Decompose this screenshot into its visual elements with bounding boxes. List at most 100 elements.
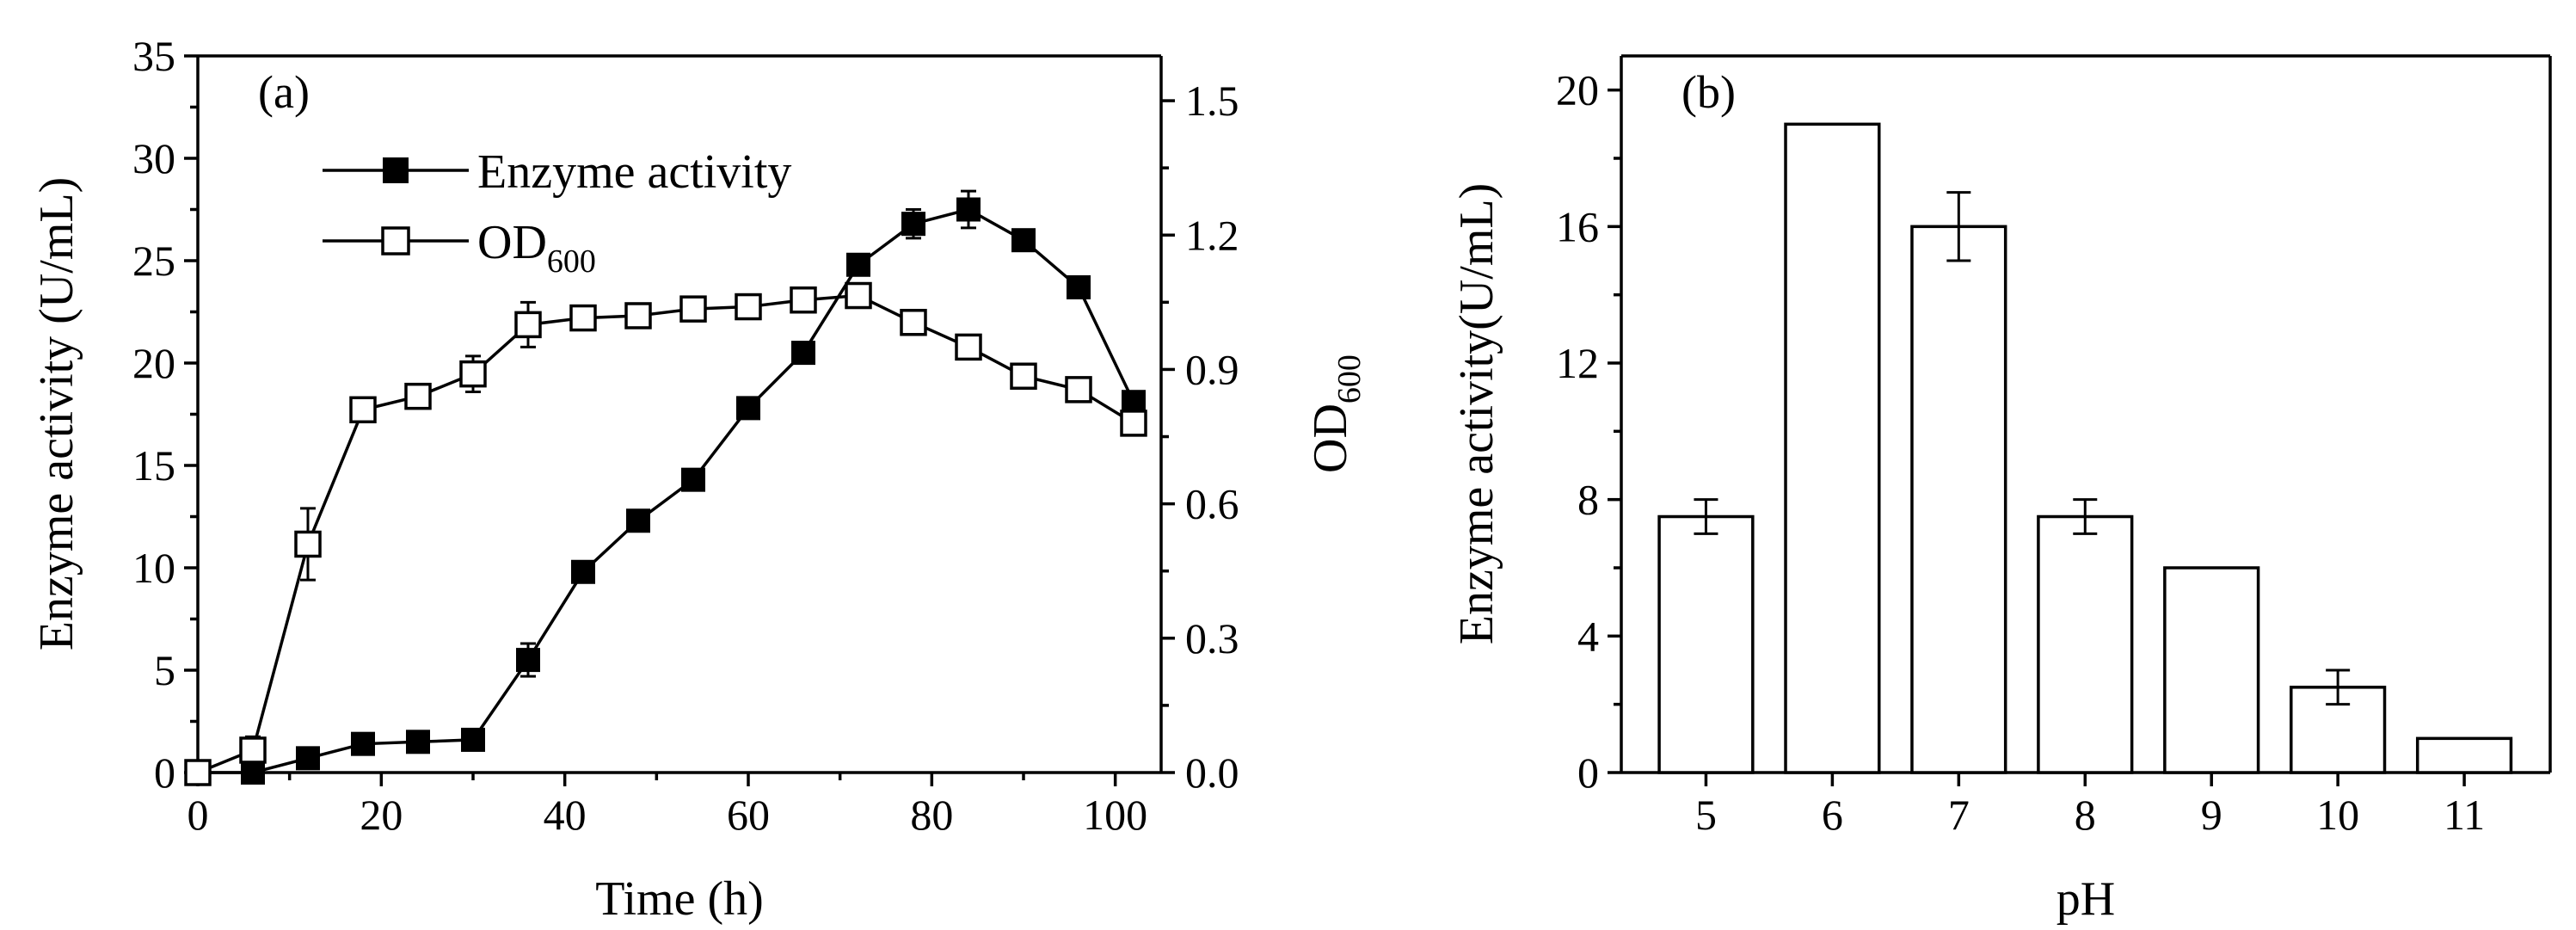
b-y-tick-label-4: 16 [1556, 202, 1599, 250]
series-od-point-8 [624, 302, 652, 330]
legend-od-label: OD600 [477, 216, 596, 280]
b-x-tick-label-8: 8 [2075, 791, 2096, 839]
legend-enzyme-marker [383, 157, 409, 183]
series-enzyme-point-4 [406, 730, 430, 754]
b-y-tick-label-2: 8 [1577, 476, 1599, 524]
a-x-axis-title: Time (h) [595, 872, 764, 926]
legend-od-marker [381, 226, 410, 256]
a-y-tick-label-1: 5 [154, 646, 175, 694]
series-od-point-7 [569, 304, 597, 332]
series-od-point-6 [514, 311, 542, 339]
a-y-tick-label-6: 30 [132, 134, 175, 182]
a-y2-tick-label-4: 1.2 [1185, 211, 1239, 259]
b-y-tick-label-5: 20 [1556, 66, 1599, 114]
series-enzyme-point-12 [846, 252, 870, 277]
a-panel-label: (a) [258, 66, 310, 118]
a-y-tick-label-5: 25 [132, 237, 175, 285]
a-y-tick-label-3: 15 [132, 441, 175, 490]
series-od-point-9 [679, 295, 707, 323]
b-y-ticks: 0 4 8 12 16 20 [1556, 66, 1621, 797]
series-enzyme-point-3 [351, 731, 375, 756]
b-panel-label: (b) [1681, 66, 1736, 118]
a-y2-tick-label-5: 1.5 [1185, 77, 1239, 125]
a-y2-axis-title-sub: 600 [1331, 354, 1368, 403]
b-bars-group [1657, 122, 2513, 774]
a-x-tick-label-1: 20 [360, 791, 403, 839]
panel-b-bar-chart: 5 6 7 8 9 10 11 0 4 8 12 16 20 (b) pH Enzyme activi… [1450, 54, 2552, 926]
series-enzyme-point-7 [571, 559, 595, 584]
a-y-ticks: 0 5 10 15 20 25 30 35 [132, 32, 198, 797]
b-x-ticks: 5 6 7 8 9 10 11 [1695, 773, 2485, 839]
series-enzyme-point-6 [516, 648, 540, 673]
series-od-point-13 [900, 309, 927, 336]
legend-enzyme-label: Enzyme activity [477, 145, 791, 199]
a-y2-axis-title: OD600 [1304, 354, 1368, 473]
b-x-tick-label-9: 9 [2201, 791, 2222, 839]
series-od-point-3 [349, 396, 377, 424]
panel-a-line-chart: 0 20 40 60 80 100 0 5 10 15 20 25 30 35 0.0 0.3 0.6 0.9… [30, 32, 1368, 926]
bar-ph-9 [2163, 566, 2260, 774]
a-x-tick-label-3: 60 [727, 791, 770, 839]
series-enzyme-point-8 [626, 508, 650, 533]
a-series-group [184, 189, 1147, 786]
a-y2-tick-label-1: 0.3 [1185, 614, 1239, 662]
a-y2-tick-label-0: 0.0 [1185, 748, 1239, 797]
series-od-point-17 [1120, 410, 1147, 437]
a-x-tick-label-5: 100 [1083, 791, 1147, 839]
series-od-point-2 [294, 530, 322, 558]
series-enzyme-point-14 [956, 197, 981, 222]
a-y-tick-label-0: 0 [154, 748, 175, 797]
a-legend: Enzyme activity OD600 [323, 145, 791, 280]
a-y-axis-title: Enzyme activity (U/mL) [30, 177, 83, 650]
a-y-tick-label-7: 35 [132, 32, 175, 80]
a-y-tick-label-2: 10 [132, 544, 175, 592]
b-y-tick-label-3: 12 [1556, 339, 1599, 387]
series-enzyme-point-16 [1067, 274, 1091, 299]
b-x-tick-label-11: 11 [2444, 791, 2485, 839]
a-y-tick-label-4: 20 [132, 339, 175, 387]
a-y2-ticks: 0.0 0.3 0.6 0.9 1.2 1.5 [1161, 77, 1239, 797]
bar-ph-6 [1784, 122, 1881, 774]
series-enzyme-point-15 [1011, 228, 1036, 253]
b-x-tick-label-10: 10 [2316, 791, 2359, 839]
series-od-point-1 [239, 736, 267, 764]
b-x-axis-title: pH [2056, 872, 2115, 926]
series-od-point-15 [1010, 362, 1037, 390]
series-od-line [197, 293, 1134, 774]
series-enzyme-point-11 [791, 341, 815, 366]
b-y-tick-label-0: 0 [1577, 748, 1599, 797]
series-od-point-12 [845, 281, 872, 310]
a-x-tick-label-0: 0 [188, 791, 209, 839]
b-x-tick-label-7: 7 [1948, 791, 1970, 839]
a-x-ticks: 0 20 40 60 80 100 [188, 773, 1147, 839]
a-x-tick-label-2: 40 [544, 791, 587, 839]
series-od-point-4 [404, 382, 432, 410]
series-enzyme-line [198, 207, 1135, 774]
bar-ph-11 [2415, 736, 2513, 774]
a-y2-axis-title-main: OD [1304, 403, 1357, 473]
b-y-axis-title: Enzyme activity(U/mL) [1450, 183, 1503, 644]
legend-od-label-main: OD [477, 216, 547, 269]
a-y2-tick-label-3: 0.9 [1185, 345, 1239, 393]
bar-ph-8 [2037, 514, 2134, 774]
b-x-tick-label-5: 5 [1695, 791, 1717, 839]
legend-od-label-sub: 600 [547, 243, 596, 280]
bar-ph-5 [1657, 514, 1755, 774]
series-enzyme-point-13 [901, 212, 925, 237]
a-y2-axis-title-group: OD600 [1304, 354, 1368, 473]
b-y-tick-label-1: 4 [1577, 612, 1599, 660]
series-od-point-5 [459, 360, 487, 388]
series-enzyme-point-10 [736, 396, 760, 421]
series-od-point-10 [735, 293, 762, 321]
series-od-point-0 [184, 759, 212, 786]
series-enzyme-point-2 [296, 746, 320, 771]
series-enzyme-point-9 [681, 467, 705, 492]
b-x-tick-label-6: 6 [1822, 791, 1843, 839]
bar-ph-7 [1910, 225, 2007, 774]
series-od-point-14 [955, 333, 982, 361]
series-od-point-11 [790, 286, 817, 314]
series-enzyme-point-5 [461, 727, 485, 752]
series-od-point-16 [1065, 376, 1092, 403]
a-y2-tick-label-2: 0.6 [1185, 480, 1239, 528]
